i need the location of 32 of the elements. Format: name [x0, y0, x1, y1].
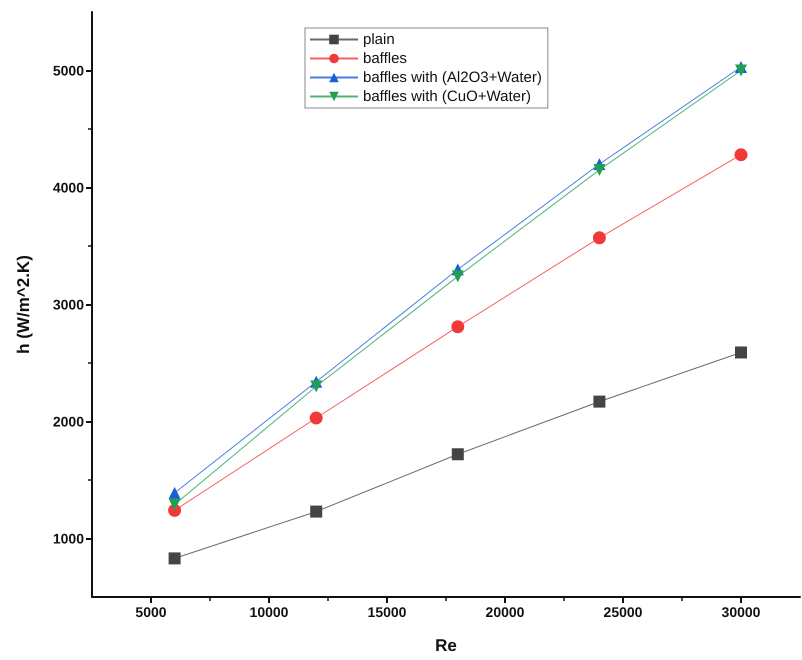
- point: [168, 498, 181, 511]
- y-tick-label: 1000: [52, 530, 84, 546]
- y-axis-title: h (W/m^2.K): [14, 255, 33, 354]
- point: [451, 320, 464, 334]
- point: [452, 448, 464, 460]
- y-tick-label: 3000: [52, 296, 84, 312]
- y-tick-label: 4000: [52, 180, 84, 196]
- x-tick-label: 20000: [486, 604, 525, 620]
- point: [168, 552, 181, 564]
- x-tick-label: 10000: [250, 604, 289, 620]
- legend-label: baffles with (CuO+Water): [363, 88, 531, 105]
- legend-label: baffles: [363, 50, 407, 67]
- point: [310, 411, 323, 424]
- point: [168, 486, 181, 499]
- x-tick-label: 15000: [368, 604, 407, 620]
- point: [593, 164, 606, 176]
- point: [592, 231, 606, 244]
- x-tick-label: 30000: [722, 604, 761, 620]
- point: [310, 506, 322, 518]
- legend-label: plain: [363, 31, 395, 48]
- point: [735, 346, 747, 358]
- point: [452, 270, 464, 282]
- point: [735, 64, 747, 76]
- x-tick-label: 5000: [135, 604, 167, 620]
- y-tick-label: 5000: [52, 62, 84, 78]
- point: [310, 380, 322, 392]
- point: [593, 396, 606, 408]
- point: [734, 148, 748, 162]
- x-axis-title: Re: [435, 636, 457, 655]
- x-tick-label: 25000: [604, 604, 643, 620]
- legend-label: baffles with (Al2O3+Water): [363, 69, 542, 86]
- y-tick-label: 2000: [52, 414, 84, 430]
